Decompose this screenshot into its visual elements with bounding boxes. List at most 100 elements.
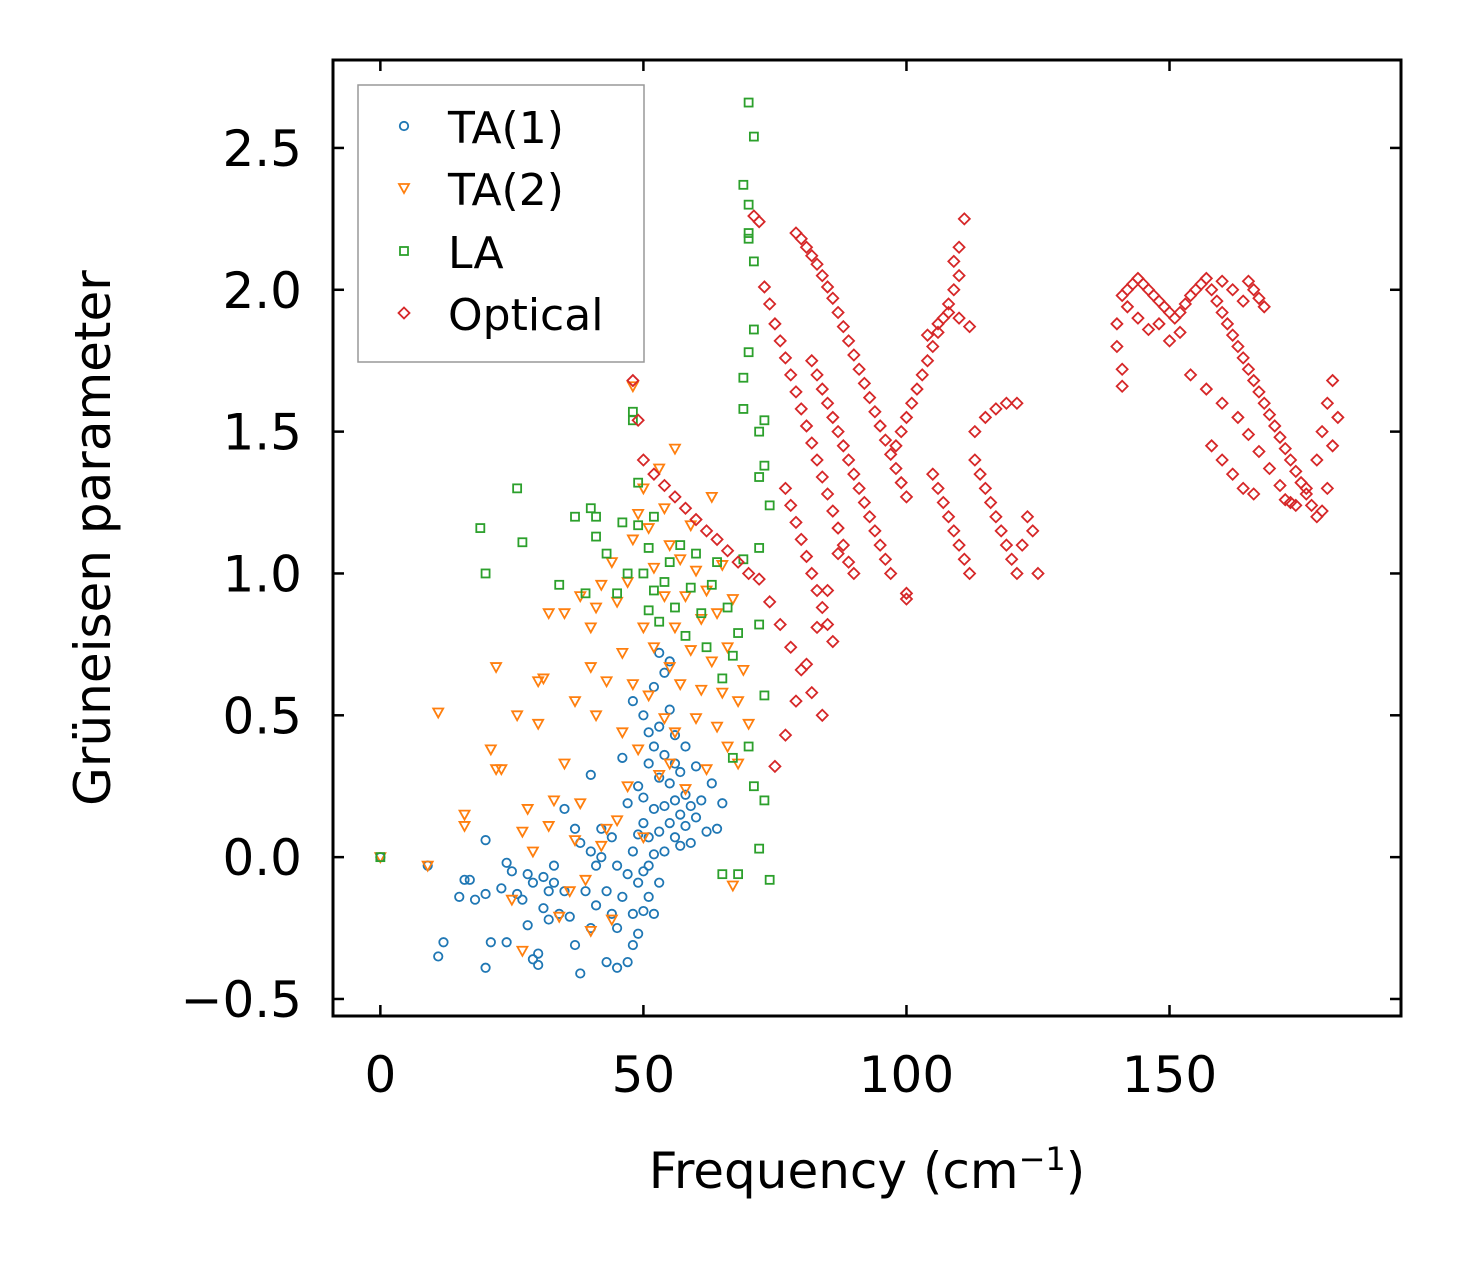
data-point — [748, 324, 759, 335]
data-point — [670, 602, 680, 613]
data-point — [733, 869, 744, 880]
data-point — [762, 297, 777, 311]
data-point — [994, 524, 1008, 538]
data-point — [512, 483, 523, 494]
data-point — [617, 752, 628, 763]
data-point — [743, 228, 754, 238]
data-point — [754, 426, 765, 437]
data-point — [522, 920, 533, 931]
data-point — [1173, 305, 1187, 320]
data-point — [773, 334, 787, 348]
data-point — [663, 662, 677, 674]
data-point — [605, 914, 619, 927]
data-point — [521, 804, 535, 816]
data-point — [526, 846, 540, 859]
data-point — [506, 866, 517, 877]
data-point — [857, 376, 872, 391]
data-point — [768, 317, 782, 331]
data-point — [638, 905, 649, 917]
data-point — [1320, 396, 1335, 411]
data-point — [748, 256, 759, 267]
data-point — [580, 588, 591, 599]
data-point — [831, 521, 845, 535]
data-point — [669, 795, 681, 806]
data-point — [1241, 427, 1256, 442]
data-point — [600, 823, 614, 836]
data-point — [731, 696, 745, 708]
data-point — [815, 708, 830, 723]
data-point — [480, 962, 491, 973]
data-point — [799, 549, 814, 564]
data-point — [1299, 481, 1314, 496]
data-point — [527, 877, 539, 888]
data-point — [1315, 424, 1329, 439]
data-point — [1325, 439, 1340, 453]
data-point — [720, 543, 735, 558]
data-point — [789, 515, 803, 530]
data-point — [804, 436, 819, 450]
data-point — [675, 766, 686, 778]
data-point — [538, 903, 549, 914]
data-point — [548, 877, 560, 888]
data-point — [654, 616, 665, 627]
data-point — [494, 764, 508, 777]
data-point — [794, 532, 809, 547]
data-point — [633, 829, 644, 840]
data-point — [764, 500, 775, 511]
data-point — [847, 566, 861, 581]
data-point — [742, 718, 756, 731]
data-point — [1283, 453, 1298, 467]
data-point — [643, 605, 654, 616]
data-point — [847, 348, 861, 362]
data-point — [717, 673, 728, 684]
data-point — [431, 707, 445, 720]
data-point — [1162, 334, 1177, 348]
data-point — [1031, 566, 1045, 581]
data-point — [501, 937, 512, 948]
data-point — [920, 353, 935, 368]
legend-label-ta1: TA(1) — [447, 103, 564, 154]
data-point — [605, 557, 619, 569]
data-point — [694, 613, 708, 626]
data-point — [804, 685, 819, 700]
data-point — [475, 523, 486, 533]
data-point — [459, 874, 470, 885]
data-point — [457, 821, 472, 833]
data-point — [831, 424, 845, 439]
data-point — [1115, 379, 1129, 394]
data-point — [636, 483, 650, 496]
data-point — [815, 600, 830, 615]
data-point — [585, 503, 596, 514]
data-point — [925, 467, 940, 481]
data-point — [1183, 368, 1198, 382]
data-point — [622, 798, 633, 809]
data-point — [743, 233, 754, 244]
data-point — [685, 837, 696, 849]
data-point — [789, 694, 803, 708]
data-point — [743, 741, 754, 752]
data-point — [733, 628, 744, 638]
data-point — [522, 869, 533, 880]
data-point — [501, 857, 512, 868]
data-point — [480, 568, 491, 579]
data-point — [820, 396, 835, 411]
data-point — [552, 911, 566, 924]
data-point — [831, 546, 845, 561]
data-point — [1215, 453, 1229, 467]
data-point — [689, 565, 703, 578]
data-point — [1015, 538, 1029, 552]
data-point — [899, 410, 914, 425]
data-point — [652, 463, 666, 476]
data-point — [643, 758, 654, 769]
data-point — [654, 877, 665, 888]
data-point — [804, 566, 819, 581]
data-point — [754, 843, 765, 854]
data-point — [631, 508, 645, 521]
data-point — [543, 914, 554, 925]
data-point — [847, 467, 861, 481]
data-point — [589, 602, 603, 615]
data-point — [636, 832, 650, 845]
data-point — [636, 622, 650, 635]
data-point — [654, 721, 665, 732]
data-point — [684, 520, 698, 533]
